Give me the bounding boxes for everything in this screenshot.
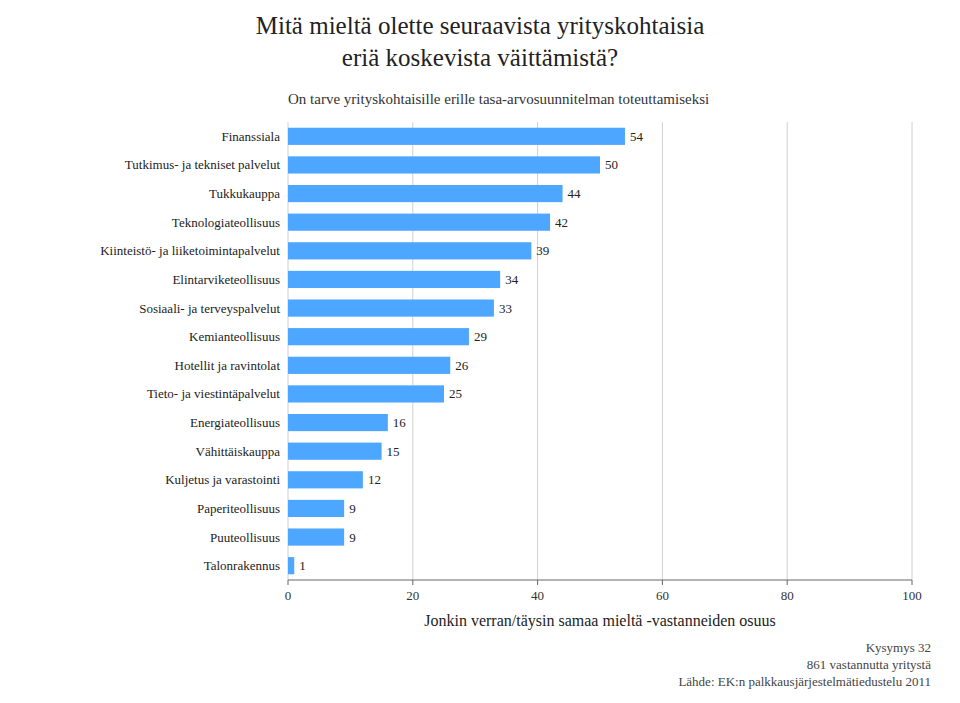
bar bbox=[288, 471, 363, 488]
data-label: 50 bbox=[605, 157, 618, 172]
data-label: 29 bbox=[474, 329, 487, 344]
x-axis-label: Jonkin verran/täysin samaa mieltä -vasta… bbox=[424, 612, 775, 630]
grid-line bbox=[662, 122, 663, 580]
category-label: Finanssiala bbox=[222, 129, 281, 144]
data-label: 33 bbox=[499, 301, 512, 316]
bar bbox=[288, 214, 550, 231]
tick-mark bbox=[537, 580, 538, 585]
data-label: 34 bbox=[505, 272, 519, 287]
category-label: Tutkimus- ja tekniset palvelut bbox=[125, 157, 281, 172]
data-label: 44 bbox=[568, 186, 582, 201]
grid-line bbox=[787, 122, 788, 580]
category-label: Elintarviketeollisuus bbox=[172, 272, 280, 287]
title: eriä koskevista väittämistä? bbox=[342, 44, 618, 71]
category-label: Sosiaali- ja terveyspalvelut bbox=[139, 301, 280, 316]
bar bbox=[288, 299, 494, 316]
data-label: 9 bbox=[349, 501, 356, 516]
tick-mark bbox=[288, 580, 289, 585]
bar bbox=[288, 128, 625, 145]
grid bbox=[288, 122, 912, 580]
tick-mark bbox=[787, 580, 788, 585]
bars bbox=[288, 128, 625, 575]
bar bbox=[288, 557, 294, 574]
bar bbox=[288, 500, 344, 517]
category-label: Paperiteollisuus bbox=[197, 501, 280, 516]
category-label: Kiinteistö- ja liiketoimintapalvelut bbox=[100, 243, 280, 258]
bar bbox=[288, 185, 563, 202]
category-label: Hotellit ja ravintolat bbox=[175, 358, 281, 373]
category-label: Vähittäiskauppa bbox=[196, 444, 281, 459]
subtitle: On tarve yrityskohtaisille erille tasa-a… bbox=[288, 91, 709, 107]
category-label: Kuljetus ja varastointi bbox=[165, 472, 280, 487]
grid-line bbox=[912, 122, 913, 580]
bar bbox=[288, 328, 469, 345]
data-label: 39 bbox=[536, 243, 549, 258]
data-label: 9 bbox=[349, 530, 356, 545]
data-label: 1 bbox=[299, 558, 306, 573]
bar bbox=[288, 271, 500, 288]
footnote: Lähde: EK:n palkkausjärjestelmätiedustel… bbox=[678, 674, 931, 689]
category-label: Tieto- ja viestintäpalvelut bbox=[147, 386, 280, 401]
category-label: Energiateollisuus bbox=[190, 415, 280, 430]
tick-label: 20 bbox=[406, 588, 419, 603]
category-label: Kemianteollisuus bbox=[189, 329, 280, 344]
data-label: 25 bbox=[449, 386, 462, 401]
x-axis bbox=[288, 580, 912, 581]
tick-mark bbox=[662, 580, 663, 585]
bar bbox=[288, 443, 382, 460]
bar bbox=[288, 242, 531, 259]
tick-label: 100 bbox=[902, 588, 922, 603]
tick-label: 40 bbox=[531, 588, 544, 603]
data-label: 12 bbox=[368, 472, 381, 487]
footnote: 861 vastannutta yritystä bbox=[807, 657, 931, 672]
bar bbox=[288, 156, 600, 173]
tick-mark bbox=[412, 580, 413, 585]
chart: Mitä mieltä olette seuraavista yrityskoh… bbox=[0, 0, 960, 703]
category-label: Talonrakennus bbox=[204, 558, 280, 573]
data-label: 15 bbox=[387, 444, 400, 459]
tick-label: 60 bbox=[656, 588, 669, 603]
data-label: 42 bbox=[555, 215, 568, 230]
tick-mark bbox=[912, 580, 913, 585]
category-label: Puuteollisuus bbox=[210, 530, 280, 545]
category-label: Teknologiateollisuus bbox=[172, 215, 280, 230]
data-label: 16 bbox=[393, 415, 407, 430]
data-label: 26 bbox=[455, 358, 469, 373]
footnote: Kysymys 32 bbox=[866, 640, 931, 655]
bar bbox=[288, 385, 444, 402]
title: Mitä mieltä olette seuraavista yrityskoh… bbox=[256, 12, 705, 39]
data-label: 54 bbox=[630, 129, 644, 144]
tick-label: 0 bbox=[285, 588, 292, 603]
bar bbox=[288, 528, 344, 545]
bar bbox=[288, 414, 388, 431]
background bbox=[0, 0, 960, 703]
bar bbox=[288, 357, 450, 374]
category-label: Tukkukauppa bbox=[209, 186, 280, 201]
tick-label: 80 bbox=[781, 588, 794, 603]
